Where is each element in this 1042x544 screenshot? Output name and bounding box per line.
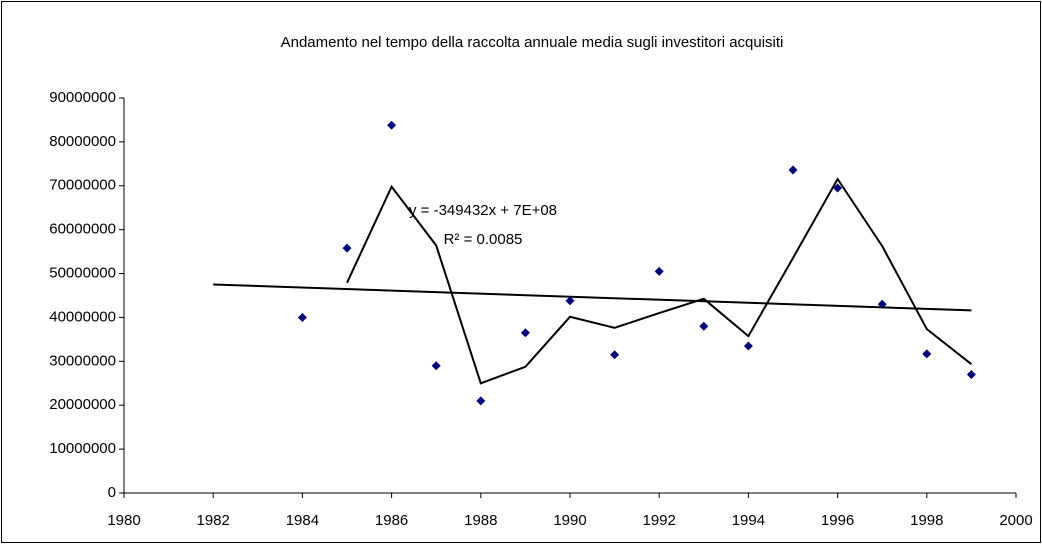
y-tick-label: 0 — [108, 484, 116, 501]
data-point — [743, 341, 753, 351]
data-point — [476, 396, 486, 406]
y-tick-label: 50000000 — [49, 265, 116, 282]
moving-average-line — [346, 177, 973, 385]
y-tick-label: 10000000 — [49, 440, 116, 457]
x-tick-label: 1982 — [197, 512, 230, 529]
x-tick-label: 1980 — [107, 512, 140, 529]
y-tick-label: 80000000 — [49, 133, 116, 150]
x-tick-label: 1996 — [821, 512, 854, 529]
x-tick-label: 1984 — [286, 512, 319, 529]
chart-title: Andamento nel tempo della raccolta annua… — [281, 34, 784, 51]
x-tick-label: 1990 — [553, 512, 586, 529]
data-point — [654, 266, 664, 276]
trend-r-squared: R² = 0.0085 — [444, 231, 523, 248]
y-tick-label: 30000000 — [49, 352, 116, 369]
y-tick-label: 70000000 — [49, 177, 116, 194]
y-tick-label: 60000000 — [49, 221, 116, 238]
data-point — [520, 328, 530, 338]
data-point — [387, 120, 397, 130]
x-tick-label: 1988 — [464, 512, 497, 529]
y-tick-label: 90000000 — [49, 89, 116, 106]
data-point — [966, 370, 976, 379]
trendline — [213, 283, 972, 312]
data-point — [877, 299, 887, 309]
trend-equation: y = -349432x + 7E+08 — [409, 202, 557, 219]
x-tick-label: 1994 — [732, 512, 765, 529]
data-point — [699, 321, 709, 331]
x-tick-label: 1992 — [643, 512, 676, 529]
y-tick-label: 40000000 — [49, 308, 116, 325]
data-point — [431, 361, 441, 371]
data-point — [610, 350, 620, 360]
x-tick-label: 1986 — [375, 512, 408, 529]
x-tick-label: 1998 — [910, 512, 943, 529]
y-tick-label: 20000000 — [49, 396, 116, 413]
data-point — [342, 243, 352, 253]
data-point — [833, 183, 843, 193]
data-point — [788, 165, 798, 175]
x-tick-label: 2000 — [999, 512, 1032, 529]
data-point — [297, 312, 307, 322]
data-point — [922, 349, 932, 359]
data-point — [565, 296, 575, 306]
